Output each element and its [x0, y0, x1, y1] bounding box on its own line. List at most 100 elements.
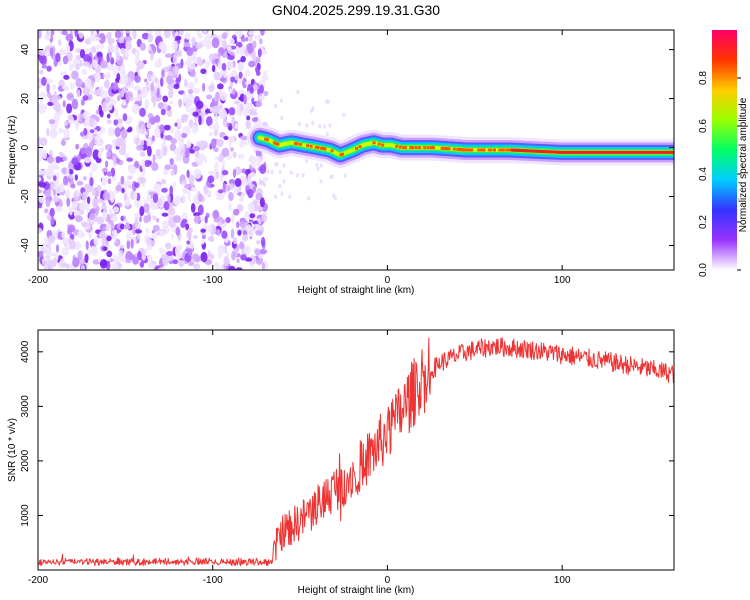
noise-speck	[111, 139, 116, 144]
noise-speck	[187, 88, 194, 95]
noise-speck	[209, 33, 218, 38]
noise-speck	[112, 82, 119, 91]
track-core	[507, 148, 510, 152]
noise-speck	[342, 112, 346, 118]
snr-y-axis-label: SNR (10 * v/v)	[7, 418, 18, 482]
noise-speck	[234, 123, 239, 130]
noise-speck	[164, 53, 173, 58]
track-core	[528, 149, 531, 153]
track-core	[512, 148, 516, 152]
noise-speck	[196, 30, 200, 36]
noise-speck	[44, 51, 52, 56]
noise-speck	[190, 203, 196, 213]
noise-speck	[206, 116, 213, 127]
track-core	[547, 150, 551, 154]
noise-speck	[113, 233, 117, 243]
noise-speck	[38, 194, 46, 204]
noise-speck	[134, 49, 140, 60]
noise-speck	[46, 246, 50, 257]
noise-speck	[191, 123, 199, 134]
noise-speck	[74, 174, 78, 181]
track-core	[482, 148, 486, 152]
noise-speck	[128, 165, 136, 174]
noise-speck	[242, 230, 248, 236]
noise-speck	[93, 129, 98, 135]
noise-speck	[77, 250, 82, 261]
noise-speck	[221, 147, 230, 157]
noise-speck	[238, 30, 243, 38]
noise-speck	[64, 120, 69, 127]
noise-speck	[228, 179, 235, 184]
noise-speck	[206, 94, 212, 100]
noise-speck	[147, 33, 154, 43]
noise-speck	[182, 187, 190, 194]
track-core	[398, 145, 402, 149]
noise-speck	[62, 55, 69, 65]
noise-speck	[197, 56, 202, 62]
noise-speck	[120, 215, 124, 222]
noise-speck	[89, 177, 94, 187]
noise-speck	[288, 194, 292, 199]
noise-speck	[70, 183, 76, 189]
noise-speck	[246, 115, 251, 121]
noise-speck	[95, 109, 100, 115]
noise-speck	[249, 155, 254, 163]
spectrogram-y-tick-label: 0	[20, 144, 31, 150]
track-core	[529, 149, 533, 153]
track-core	[536, 149, 540, 153]
noise-speck	[75, 215, 83, 223]
noise-speck	[157, 102, 165, 109]
track-core	[316, 146, 320, 150]
spectrogram-x-tick-label: -100	[203, 275, 223, 286]
noise-speck	[212, 209, 220, 220]
noise-speck	[230, 76, 236, 83]
noise-speck	[86, 196, 91, 204]
noise-speck	[174, 245, 181, 257]
noise-speck	[180, 148, 186, 157]
noise-speck	[158, 267, 166, 270]
noise-speck	[133, 96, 141, 102]
noise-speck	[261, 213, 267, 222]
noise-speck	[106, 64, 114, 71]
snr-x-axis-label: Height of straight line (km)	[298, 585, 415, 596]
noise-speck	[120, 47, 126, 54]
noise-speck	[184, 32, 191, 40]
track-core	[620, 150, 624, 154]
noise-speck	[75, 143, 80, 150]
track-core	[580, 150, 584, 154]
noise-speck	[47, 92, 52, 98]
noise-speck	[252, 160, 256, 169]
noise-speck	[217, 83, 224, 90]
noise-speck	[207, 175, 215, 184]
noise-speck	[249, 213, 256, 219]
track-core	[646, 150, 650, 154]
noise-speck	[240, 55, 246, 63]
noise-speck	[136, 60, 145, 70]
track-core	[664, 150, 668, 154]
noise-speck	[39, 96, 43, 104]
noise-speck	[183, 42, 191, 48]
noise-speck	[195, 42, 203, 50]
noise-speck	[318, 124, 322, 129]
track-core	[571, 150, 575, 154]
noise-speck	[193, 168, 202, 179]
noise-speck	[238, 71, 243, 79]
noise-speck	[85, 38, 90, 45]
track-core	[355, 146, 358, 150]
track-core	[442, 146, 446, 150]
noise-speck	[270, 170, 274, 175]
noise-speck	[319, 179, 323, 184]
noise-speck	[80, 99, 85, 106]
noise-speck	[200, 228, 206, 233]
track-core	[542, 150, 545, 154]
noise-speck	[203, 30, 207, 34]
track-core	[662, 150, 666, 154]
noise-speck	[219, 108, 227, 120]
noise-speck	[152, 224, 160, 232]
noise-speck	[236, 102, 240, 113]
noise-speck	[192, 253, 200, 262]
spectrogram-x-tick-label: -200	[28, 275, 48, 286]
noise-speck	[207, 250, 211, 258]
noise-speck	[89, 129, 95, 134]
noise-speck	[175, 226, 181, 236]
